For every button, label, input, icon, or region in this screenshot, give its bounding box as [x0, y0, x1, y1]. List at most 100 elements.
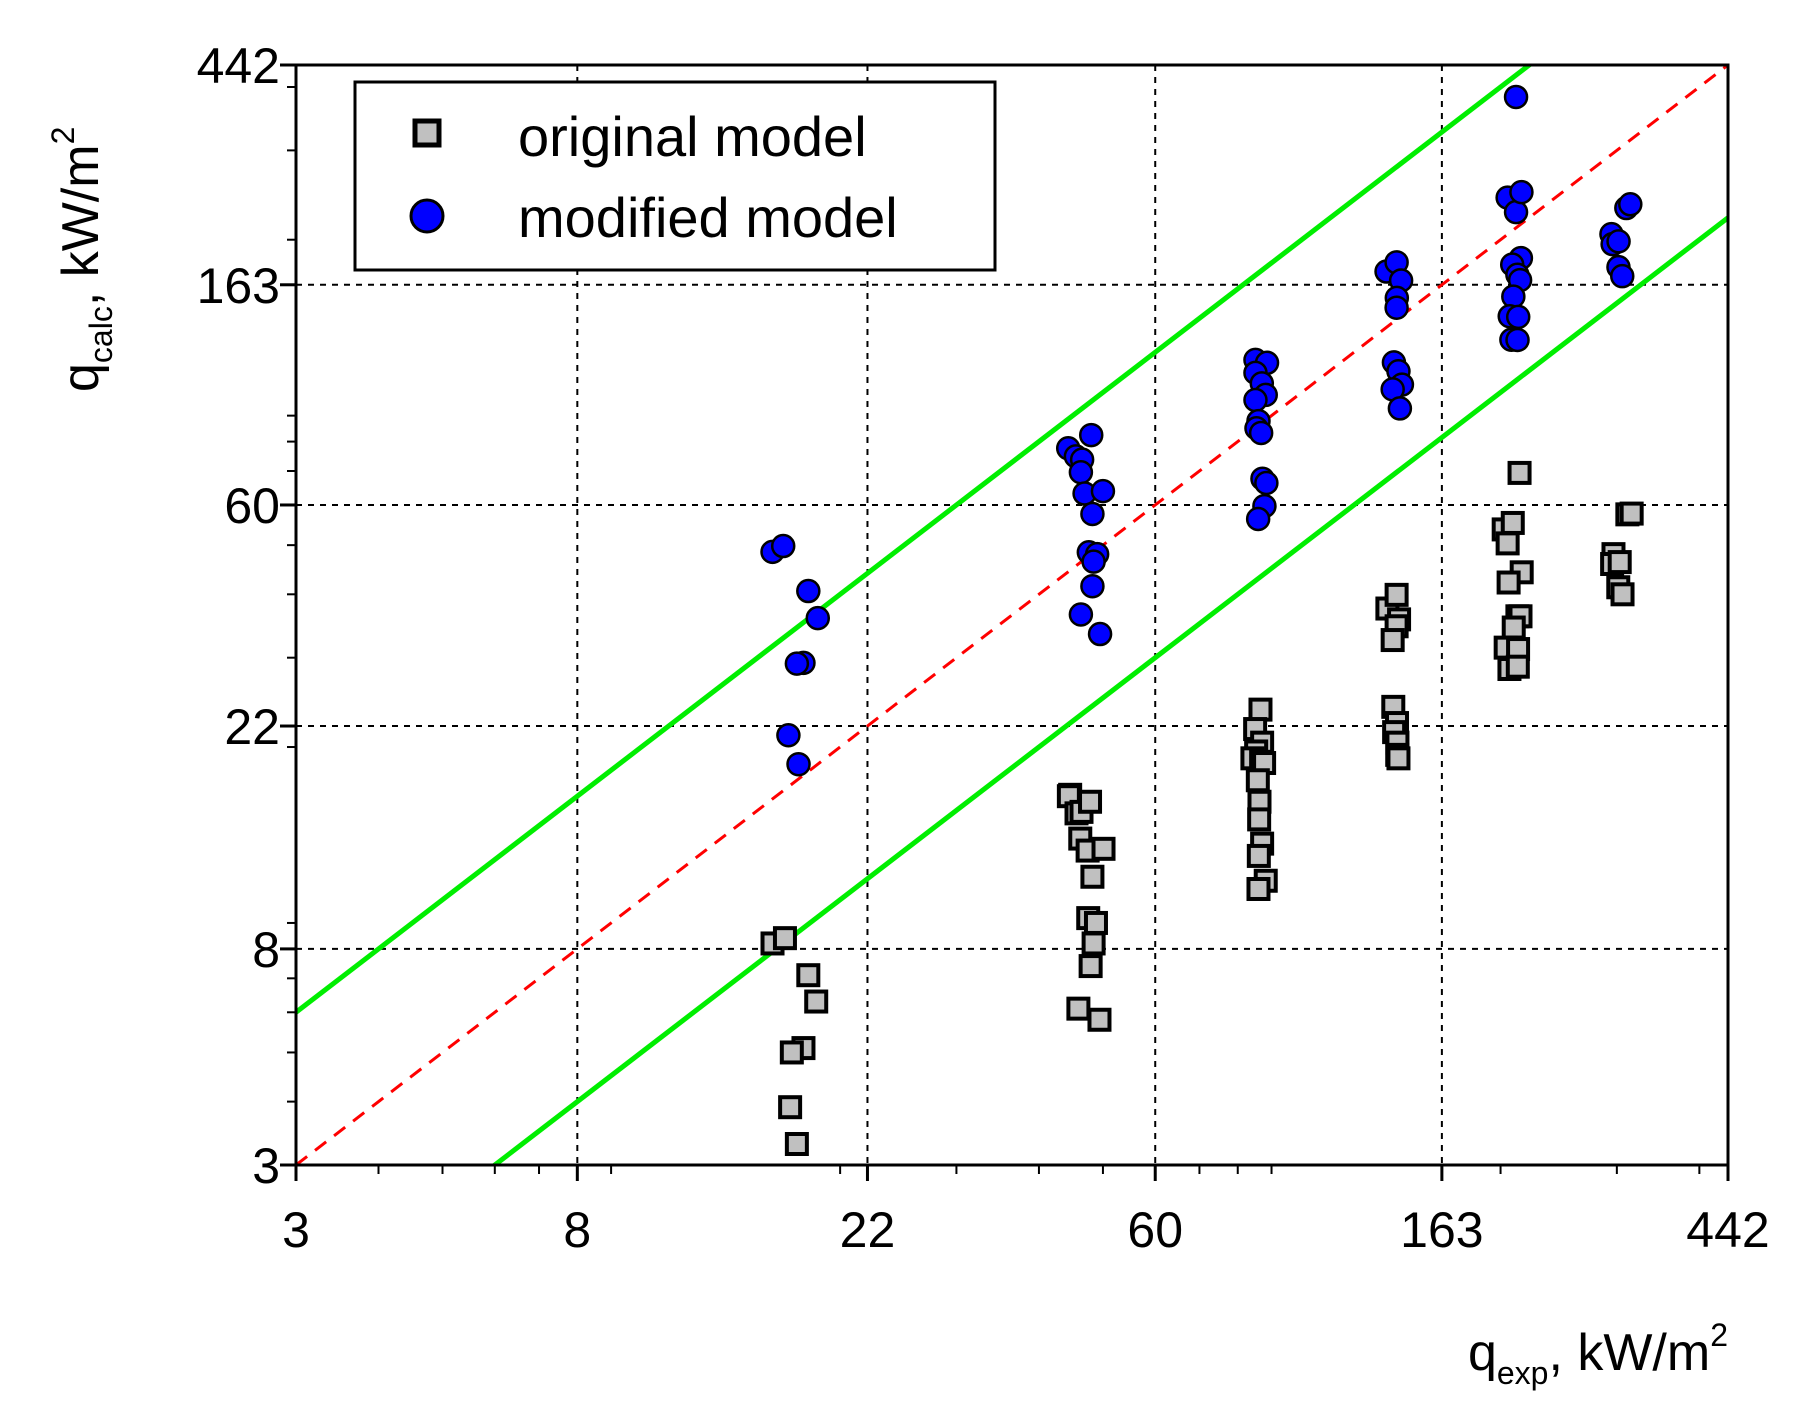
data-point-circle: [805, 605, 831, 631]
data-point-square: [1248, 697, 1273, 722]
data-point-circle: [1081, 549, 1106, 574]
data-point-square: [1619, 501, 1644, 526]
data-point-square: [1081, 931, 1106, 956]
x-axis-title: qexp, kW/m2: [1468, 1317, 1728, 1391]
data-point-circle: [1068, 460, 1094, 485]
reference-line-upper-bound: [296, 65, 1534, 1015]
data-point-circle: [1505, 304, 1531, 330]
data-point-circle: [776, 722, 801, 748]
y-axis-title-sub: calc: [83, 306, 119, 363]
data-point-square: [1610, 582, 1635, 607]
y-tick-label: 3: [252, 1138, 280, 1194]
reference-lines: [296, 65, 1728, 1165]
data-point-square: [796, 963, 821, 988]
data-point-circle: [1248, 420, 1274, 446]
data-point-square: [1501, 615, 1526, 640]
x-axis-title-unit: , kW/m: [1548, 1324, 1710, 1382]
data-point-square: [1246, 876, 1271, 901]
data-point-square: [1091, 836, 1116, 861]
data-point-circle: [1080, 573, 1105, 599]
legend-marker-original-model: [412, 118, 442, 148]
data-point-circle: [1245, 506, 1271, 532]
x-tick-label: 8: [563, 1202, 591, 1258]
data-points: [760, 84, 1644, 1157]
data-point-square: [1245, 768, 1270, 793]
x-tick-label: 442: [1686, 1202, 1769, 1258]
reference-line-group: [296, 65, 1728, 1165]
data-point-square: [1384, 582, 1409, 607]
y-tick-label: 442: [197, 38, 280, 94]
data-point-square: [1507, 460, 1532, 485]
plot-frame: [294, 63, 1730, 1167]
series-modified-model: [760, 84, 1643, 777]
data-point-circle: [1384, 295, 1409, 320]
y-tick-label: 22: [224, 699, 280, 755]
x-axis-title-sup: 2: [1710, 1317, 1728, 1353]
data-point-circle: [1387, 396, 1413, 421]
data-point-circle: [1068, 602, 1094, 627]
data-point-square: [784, 1132, 809, 1157]
data-point-square: [804, 989, 829, 1014]
data-point-circle: [1090, 478, 1116, 504]
x-tick-label: 3: [282, 1202, 310, 1258]
data-point-circle: [1606, 229, 1631, 254]
legend-label-original-model: original model: [518, 105, 867, 168]
y-axis-title-sup: 2: [45, 127, 81, 145]
data-point-square: [1386, 746, 1411, 771]
data-point-square: [1500, 510, 1525, 535]
reference-line-lower-bound: [490, 215, 1728, 1165]
legend: original model modified model: [353, 80, 997, 272]
data-point-square: [1087, 1007, 1112, 1032]
data-point-circle: [770, 533, 796, 559]
data-point-square: [1083, 910, 1108, 935]
data-point-square: [1246, 843, 1271, 868]
data-point-circle: [1503, 199, 1529, 225]
data-point-square: [1078, 789, 1103, 814]
legend-marker-modified-model: [409, 198, 445, 234]
y-axis-title-unit: , kW/m: [52, 144, 110, 306]
data-point-square: [1496, 570, 1521, 595]
data-point-circle: [1609, 263, 1635, 289]
data-point-circle: [784, 651, 810, 676]
data-point-circle: [1505, 327, 1530, 353]
data-point-square: [1247, 807, 1272, 832]
data-point-square: [1080, 864, 1105, 889]
data-point-circle: [1087, 621, 1113, 647]
data-point-square: [1066, 996, 1091, 1021]
reference-line-equality: [296, 65, 1728, 1165]
data-point-circle: [1080, 501, 1105, 527]
data-point-square: [1495, 531, 1520, 556]
data-point-square: [1078, 954, 1103, 979]
x-tick-label: 22: [840, 1202, 896, 1258]
x-axis-title-base: q: [1468, 1324, 1497, 1382]
data-point-square: [779, 1040, 804, 1065]
data-point-circle: [1254, 470, 1279, 496]
data-point-circle: [1078, 422, 1104, 448]
y-tick-label: 8: [252, 922, 280, 978]
data-point-square: [1505, 654, 1530, 679]
x-axis-title-sub: exp: [1497, 1355, 1549, 1391]
data-point-square: [1380, 628, 1405, 653]
axis-ticks: [280, 63, 1730, 1181]
y-axis-title-base: q: [52, 363, 110, 392]
x-tick-label: 60: [1127, 1202, 1183, 1258]
data-point-circle: [1503, 84, 1529, 110]
data-point-circle: [1501, 284, 1526, 309]
data-point-square: [778, 1095, 803, 1120]
data-point-circle: [1509, 179, 1534, 205]
y-tick-label: 163: [197, 258, 280, 314]
data-point-square: [772, 926, 797, 951]
legend-box: [353, 80, 997, 272]
data-point-square: [1607, 550, 1632, 575]
data-point-circle: [786, 751, 811, 777]
series-original-model: [760, 460, 1644, 1157]
legend-label-modified-model: modified model: [518, 186, 898, 249]
y-tick-label: 60: [224, 478, 280, 534]
tick-labels: 3 8 22 60 163 442 3 8 22 60 163 442: [197, 38, 1770, 1258]
y-axis-title: qcalc, kW/m2: [45, 127, 119, 392]
data-point-circle: [1243, 387, 1268, 413]
x-tick-label: 163: [1400, 1202, 1483, 1258]
data-point-circle: [1618, 192, 1643, 217]
data-point-circle: [796, 578, 821, 604]
